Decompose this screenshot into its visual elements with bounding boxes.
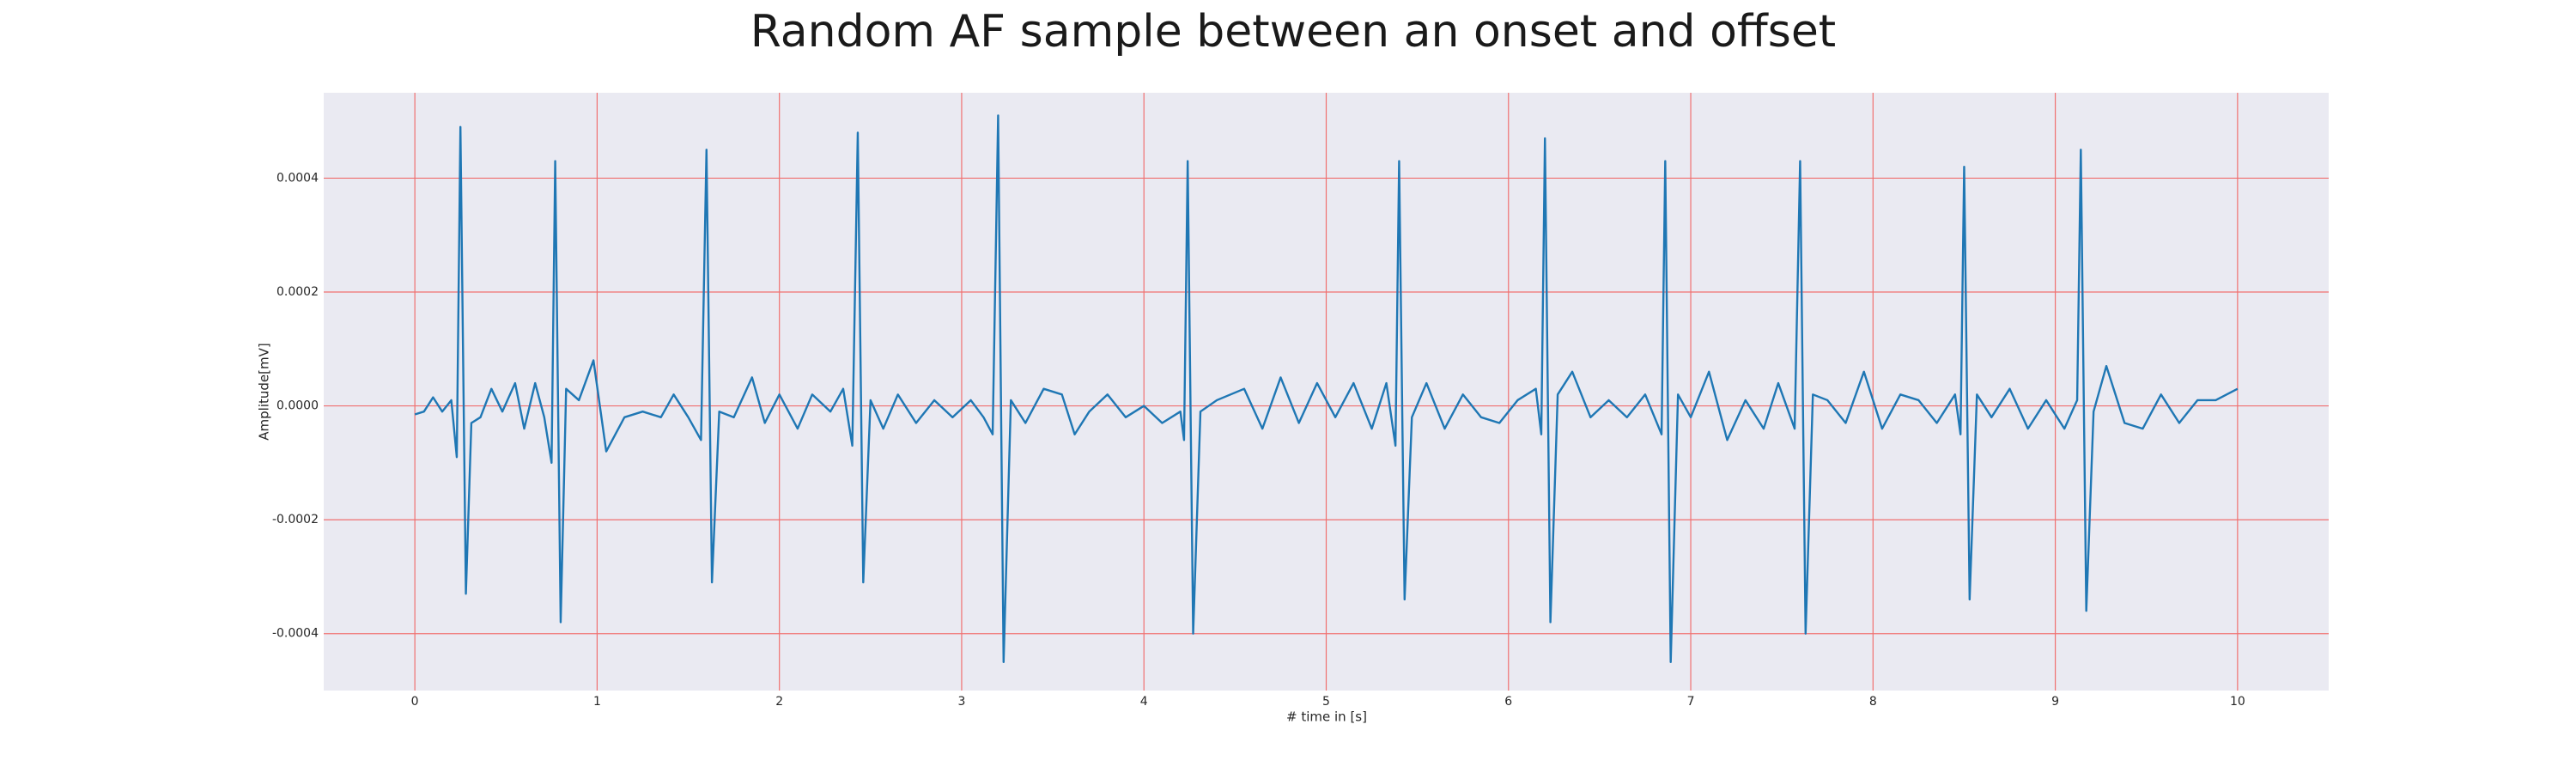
y-tick-label: 0.0000 xyxy=(276,399,319,413)
x-tick-label: 7 xyxy=(1687,695,1695,709)
x-tick-label: 6 xyxy=(1504,695,1512,709)
chart-title: Random AF sample between an onset and of… xyxy=(750,6,1836,58)
x-tick-label: 4 xyxy=(1140,695,1148,709)
x-axis-label: # time in [s] xyxy=(1286,709,1367,725)
x-tick-label: 8 xyxy=(1869,695,1877,709)
y-tick-label: 0.0004 xyxy=(276,171,319,185)
y-tick-label: -0.0004 xyxy=(272,627,319,641)
x-tick-label: 3 xyxy=(957,695,965,709)
x-tick-label: 5 xyxy=(1322,695,1330,709)
y-axis-label: Amplitude[mV] xyxy=(257,343,272,440)
plot-area xyxy=(324,93,2329,691)
signal-line xyxy=(414,114,2239,664)
y-tick-label: -0.0002 xyxy=(272,513,319,526)
x-tick-label: 2 xyxy=(775,695,783,709)
x-tick-label: 9 xyxy=(2051,695,2059,709)
x-tick-label: 10 xyxy=(2230,695,2245,709)
y-tick-label: 0.0002 xyxy=(276,285,319,299)
x-tick-label: 0 xyxy=(411,695,419,709)
x-tick-label: 1 xyxy=(593,695,601,709)
